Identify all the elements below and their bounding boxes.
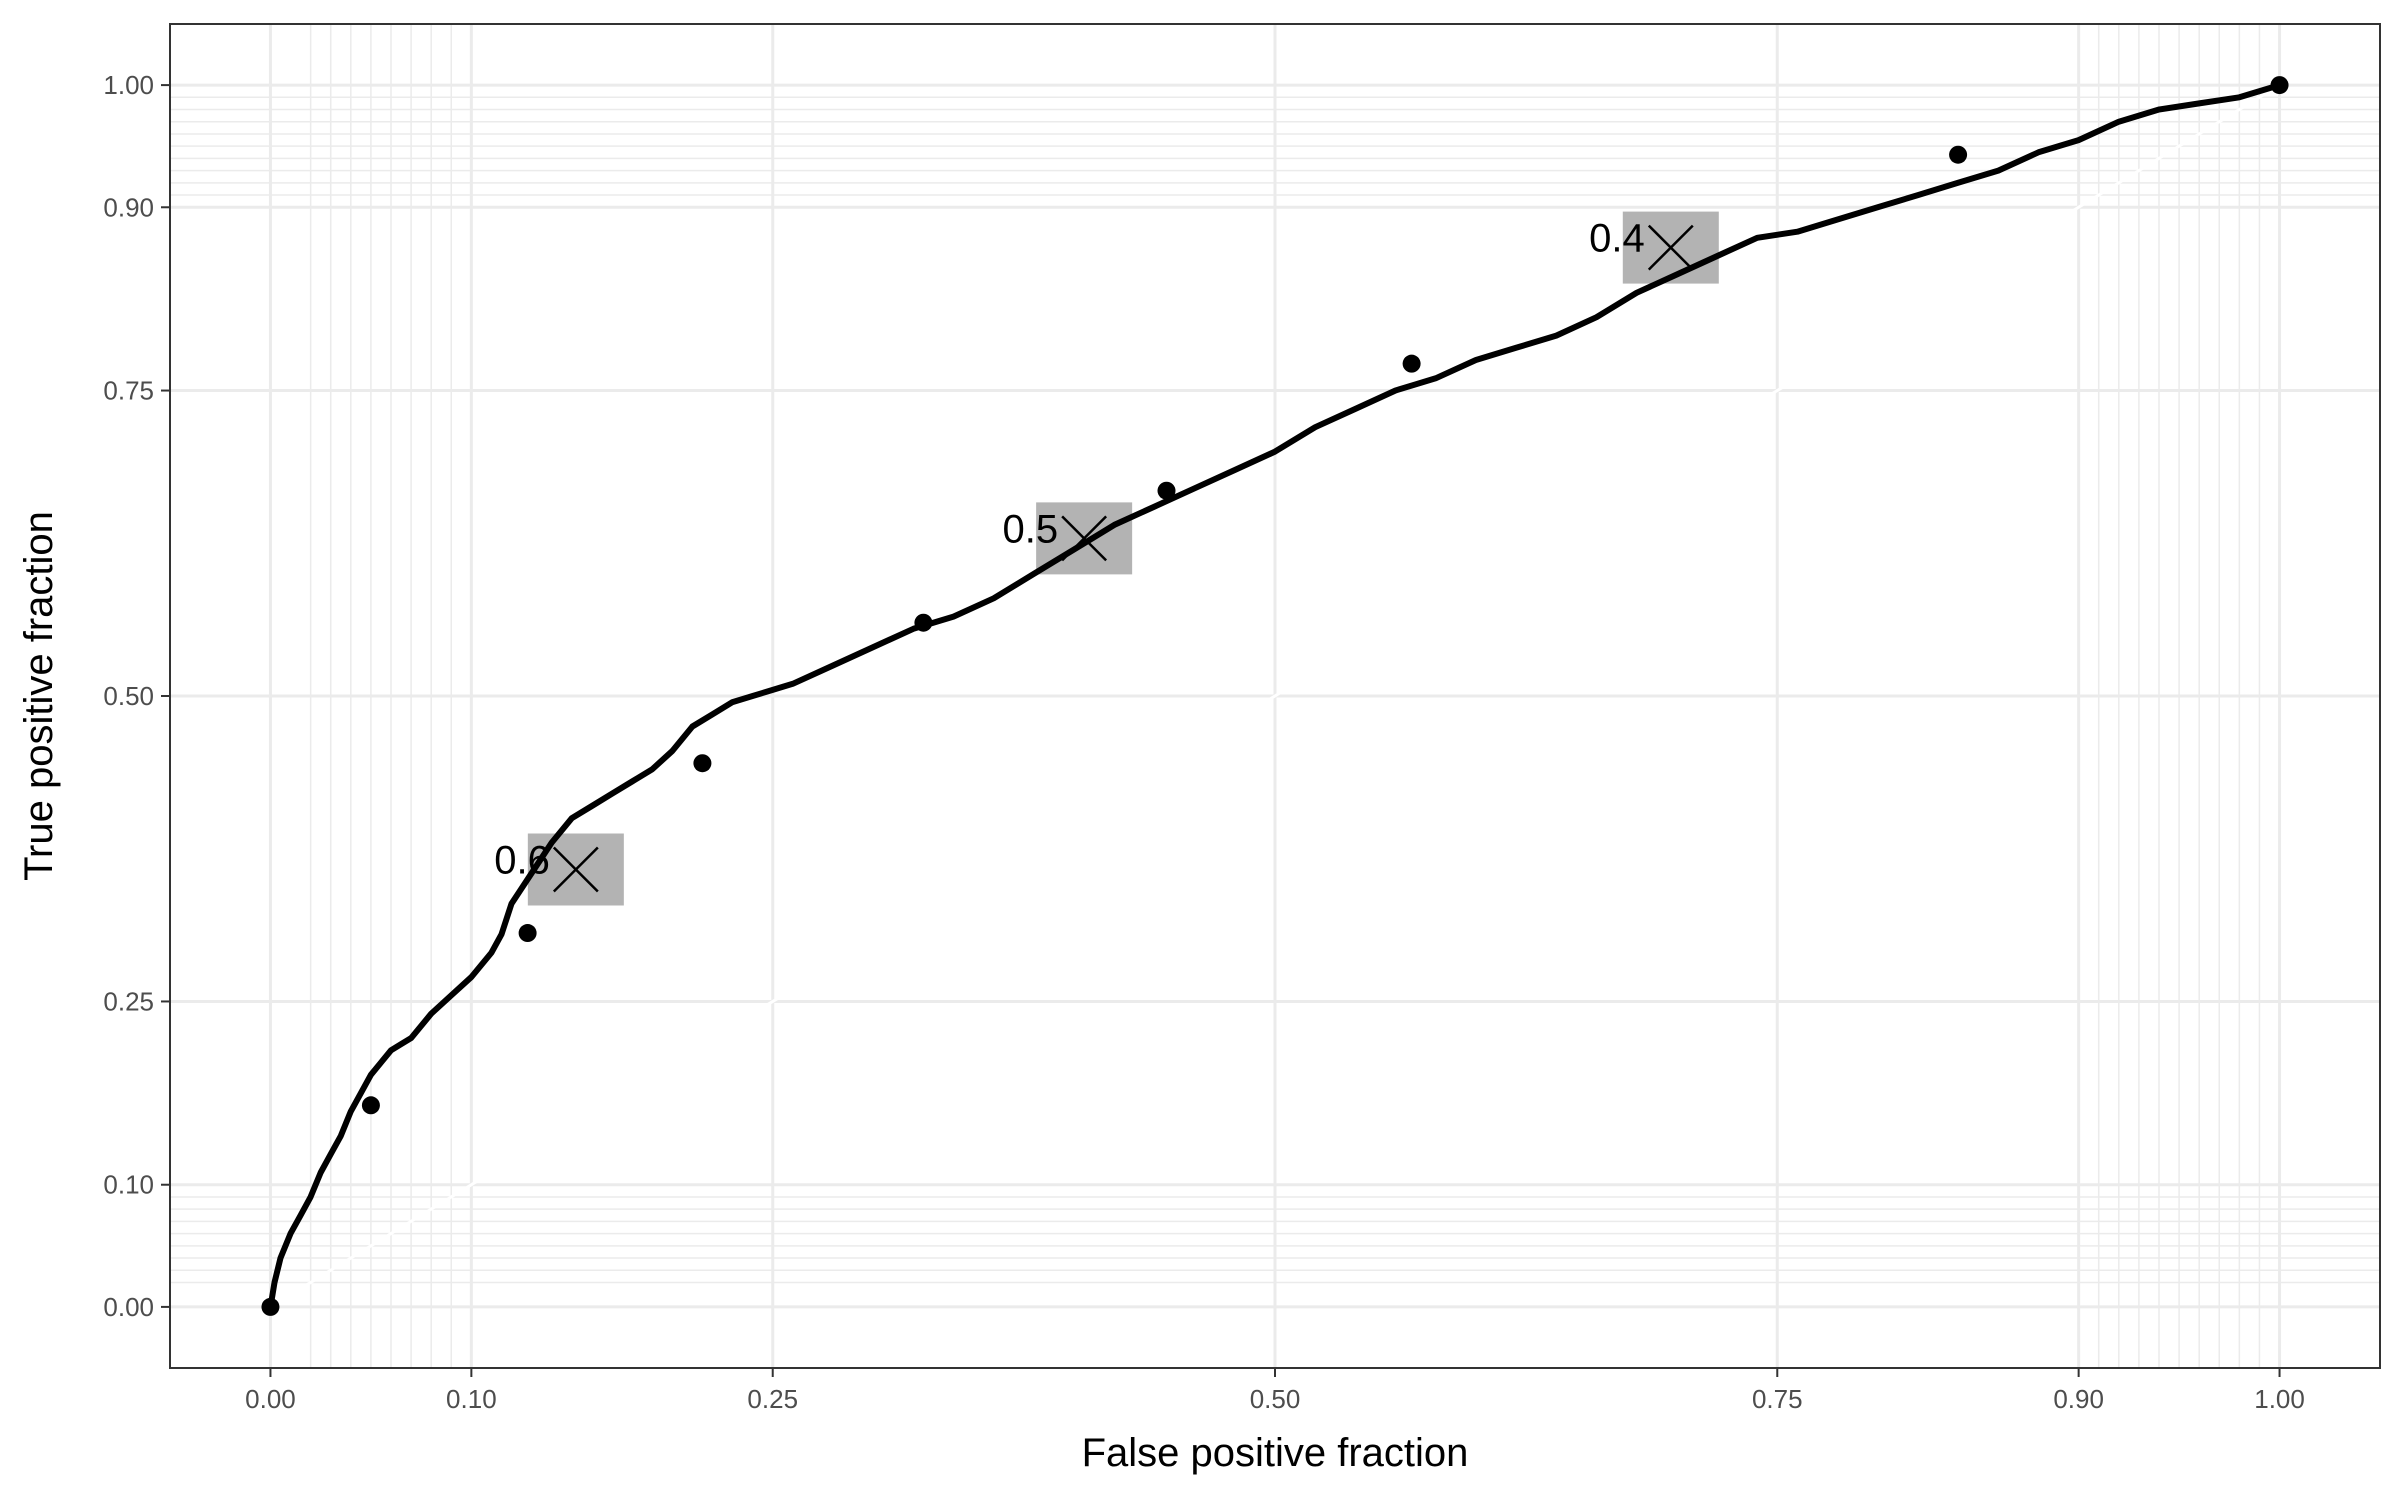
y-tick-label: 0.10 xyxy=(103,1170,154,1200)
x-axis-ticks: 0.00 0.10 0.25 0.50 0.75 0.90 1.00 xyxy=(245,1368,2305,1414)
y-tick-label: 0.25 xyxy=(103,986,154,1016)
cutoff-label: 0.5 xyxy=(1003,507,1059,551)
panel-border xyxy=(169,23,2381,1369)
roc-point xyxy=(1157,481,1176,500)
roc-points xyxy=(261,76,2289,1316)
roc-point xyxy=(361,1096,380,1115)
x-axis-title: False positive fraction xyxy=(1082,1431,1469,1475)
y-tick-label: 0.00 xyxy=(103,1292,154,1322)
y-axis-title: True positive fraction xyxy=(17,511,61,881)
x-tick-label: 1.00 xyxy=(2254,1384,2305,1414)
roc-point xyxy=(693,754,712,773)
roc-curve-line xyxy=(267,82,2283,1310)
y-tick-label: 0.90 xyxy=(103,192,154,222)
x-tick-label: 0.50 xyxy=(1250,1384,1301,1414)
x-tick-label: 0.10 xyxy=(446,1384,497,1414)
x-tick-label: 0.75 xyxy=(1752,1384,1803,1414)
y-axis-ticks: 0.00 0.10 0.25 0.50 0.75 0.90 1.00 xyxy=(103,70,170,1322)
x-tick-label: 0.00 xyxy=(245,1384,296,1414)
cutoff-cross-mark xyxy=(1647,224,1694,271)
grid xyxy=(170,24,2380,1368)
roc-point xyxy=(914,613,933,632)
roc-point xyxy=(261,1297,280,1316)
roc-point xyxy=(518,924,537,943)
x-tick-label: 0.25 xyxy=(747,1384,798,1414)
diagonal-reference-line xyxy=(269,83,2281,1309)
roc-point xyxy=(1402,354,1421,373)
cutoff-markers: 0.60.50.4 xyxy=(494,211,1719,906)
roc-point xyxy=(1949,145,1968,164)
y-tick-label: 1.00 xyxy=(103,70,154,100)
roc-point xyxy=(2270,76,2289,95)
cutoff-label: 0.4 xyxy=(1589,217,1645,261)
y-tick-label: 0.50 xyxy=(103,681,154,711)
x-tick-label: 0.90 xyxy=(2053,1384,2104,1414)
y-tick-label: 0.75 xyxy=(103,376,154,406)
cutoff-cross-mark xyxy=(552,846,599,893)
